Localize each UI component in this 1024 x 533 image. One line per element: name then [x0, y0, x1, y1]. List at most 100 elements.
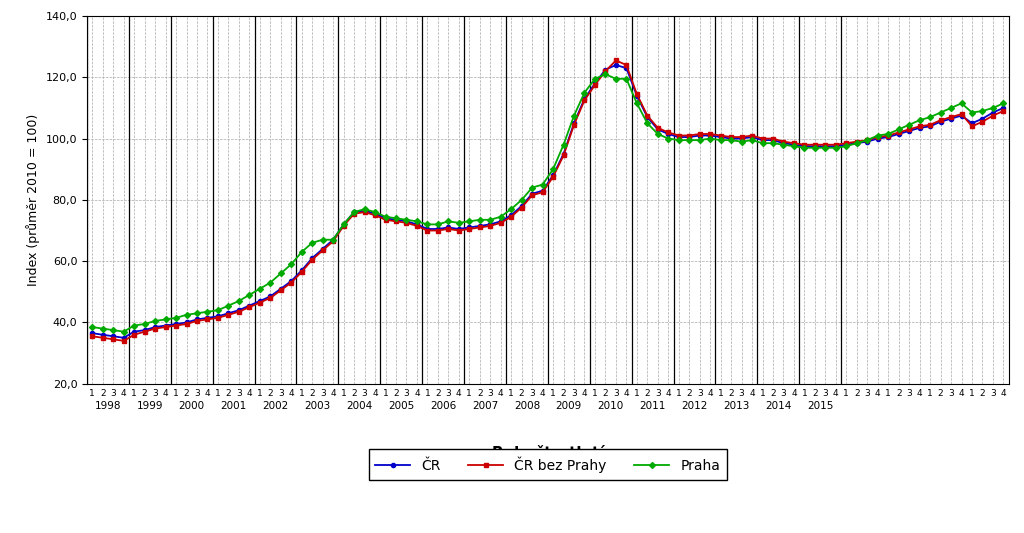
Text: 1: 1	[299, 389, 304, 398]
Text: 4: 4	[121, 389, 127, 398]
Praha	[819, 144, 831, 151]
Text: 4: 4	[205, 389, 210, 398]
Text: 2005: 2005	[388, 401, 415, 410]
Text: 4: 4	[331, 389, 336, 398]
ČR	[641, 114, 653, 120]
ČR bez Prahy	[348, 211, 360, 217]
Text: 1: 1	[592, 389, 598, 398]
Text: 2: 2	[225, 389, 231, 398]
Text: 3: 3	[236, 389, 242, 398]
Text: 2: 2	[393, 389, 398, 398]
Text: 2: 2	[812, 389, 818, 398]
ČR bez Prahy	[997, 108, 1010, 114]
Text: 2: 2	[100, 389, 105, 398]
ČR bez Prahy	[86, 333, 98, 340]
ČR bez Prahy	[547, 174, 559, 180]
Text: 2010: 2010	[598, 401, 624, 410]
Text: 3: 3	[403, 389, 410, 398]
Text: 1999: 1999	[136, 401, 163, 410]
Text: 2001: 2001	[220, 401, 247, 410]
Text: 4: 4	[834, 389, 839, 398]
Text: 3: 3	[153, 389, 158, 398]
Text: 1: 1	[886, 389, 891, 398]
Text: 2011: 2011	[639, 401, 666, 410]
ČR bez Prahy	[108, 336, 120, 343]
Text: 1: 1	[257, 389, 263, 398]
Text: 4: 4	[874, 389, 881, 398]
Text: 3: 3	[571, 389, 577, 398]
Text: 1: 1	[676, 389, 682, 398]
Legend: ČR, ČR bez Prahy, Praha: ČR, ČR bez Prahy, Praha	[369, 449, 727, 480]
Text: 2003: 2003	[304, 401, 331, 410]
Text: 3: 3	[487, 389, 494, 398]
Text: 2: 2	[477, 389, 482, 398]
Text: 4: 4	[498, 389, 504, 398]
Text: 2: 2	[686, 389, 692, 398]
Text: 2004: 2004	[346, 401, 373, 410]
Text: 3: 3	[529, 389, 535, 398]
Text: 4: 4	[708, 389, 713, 398]
Text: 4: 4	[582, 389, 588, 398]
Text: 2009: 2009	[556, 401, 582, 410]
Line: ČR bez Prahy: ČR bez Prahy	[90, 58, 1006, 343]
Praha	[599, 71, 611, 77]
Text: 1: 1	[173, 389, 179, 398]
Text: 2: 2	[561, 389, 566, 398]
Text: 1: 1	[760, 389, 765, 398]
Text: 3: 3	[780, 389, 786, 398]
Text: 3: 3	[655, 389, 660, 398]
Text: 2: 2	[728, 389, 734, 398]
Text: 3: 3	[738, 389, 744, 398]
Praha	[547, 166, 559, 172]
Text: 2014: 2014	[765, 401, 792, 410]
Text: 4: 4	[750, 389, 755, 398]
Text: 3: 3	[445, 389, 452, 398]
ČR bez Prahy	[641, 112, 653, 119]
Praha	[358, 206, 371, 212]
Text: 4: 4	[916, 389, 923, 398]
Text: 2: 2	[896, 389, 901, 398]
ČR bez Prahy	[819, 142, 831, 148]
Text: 4: 4	[1000, 389, 1007, 398]
Text: 1: 1	[341, 389, 346, 398]
Text: 2008: 2008	[514, 401, 540, 410]
Text: 3: 3	[696, 389, 702, 398]
Text: 4: 4	[247, 389, 252, 398]
Text: 2: 2	[142, 389, 147, 398]
Text: 4: 4	[666, 389, 671, 398]
Text: 2: 2	[435, 389, 440, 398]
Text: 3: 3	[195, 389, 200, 398]
Text: 4: 4	[414, 389, 420, 398]
Text: 3: 3	[822, 389, 828, 398]
Text: 4: 4	[456, 389, 462, 398]
Text: 1: 1	[131, 389, 137, 398]
ČR	[547, 172, 559, 179]
Text: 3: 3	[906, 389, 912, 398]
Text: 2: 2	[980, 389, 985, 398]
Text: 1998: 1998	[95, 401, 121, 410]
Text: Rok, čtvrtletí: Rok, čtvrtletí	[492, 446, 604, 461]
Praha	[348, 209, 360, 215]
Text: 2012: 2012	[681, 401, 708, 410]
Praha	[641, 120, 653, 126]
Text: 2015: 2015	[807, 401, 834, 410]
Text: 3: 3	[111, 389, 116, 398]
ČR	[348, 209, 360, 215]
Text: 1: 1	[550, 389, 556, 398]
Text: 1: 1	[927, 389, 933, 398]
Text: 1: 1	[425, 389, 430, 398]
Text: 2: 2	[854, 389, 859, 398]
Text: 1: 1	[89, 389, 95, 398]
Y-axis label: Index (průměr 2010 = 100): Index (průměr 2010 = 100)	[27, 114, 40, 286]
Text: 2006: 2006	[430, 401, 457, 410]
Text: 3: 3	[990, 389, 995, 398]
Text: 3: 3	[361, 389, 368, 398]
Text: 2: 2	[309, 389, 315, 398]
ČR bez Prahy	[358, 209, 371, 215]
ČR	[108, 333, 120, 340]
Text: 3: 3	[948, 389, 954, 398]
Text: 2: 2	[183, 389, 189, 398]
ČR bez Prahy	[118, 338, 130, 344]
Praha	[997, 100, 1010, 107]
Line: Praha: Praha	[90, 72, 1006, 334]
